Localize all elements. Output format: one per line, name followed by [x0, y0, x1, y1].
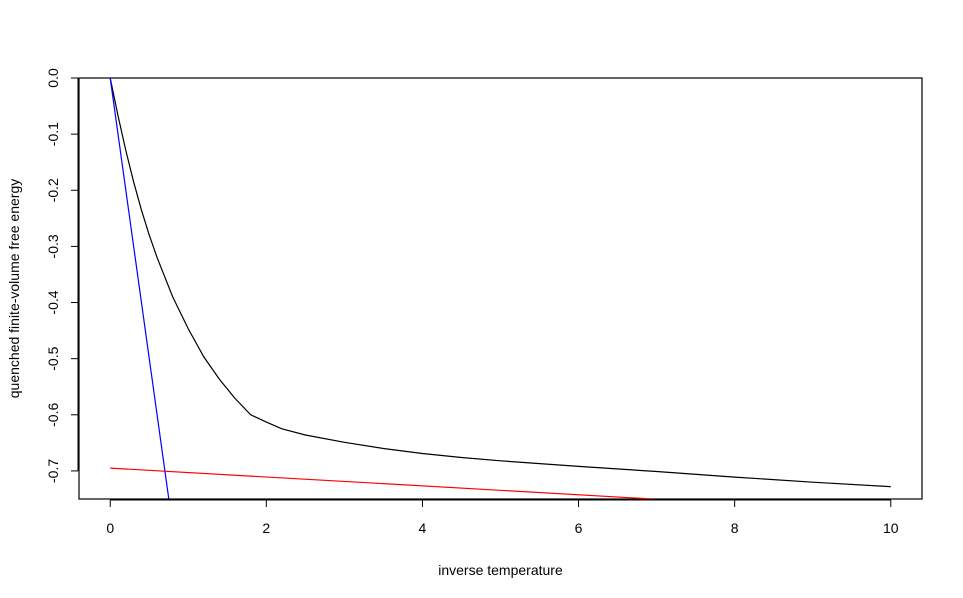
x-tick-label: 6: [575, 520, 583, 536]
x-tick-label: 8: [731, 520, 739, 536]
y-tick-label: -0.5: [45, 346, 61, 370]
x-tick-label: 10: [883, 520, 899, 536]
x-tick-label: 2: [262, 520, 270, 536]
y-tick-label: -0.6: [45, 403, 61, 427]
y-tick-label: -0.7: [45, 459, 61, 483]
x-axis-label: inverse temperature: [438, 562, 563, 578]
y-tick-label: -0.4: [45, 290, 61, 314]
y-tick-label: 0.0: [45, 68, 61, 88]
x-tick-label: 0: [106, 520, 114, 536]
plot-frame: [78, 77, 923, 500]
series-line-0: [109, 78, 891, 488]
series-line-2: [110, 467, 653, 499]
y-axis: 0.0 -0.1 -0.2 -0.3 -0.4 -0.5 -0.6 -0.7: [45, 68, 79, 483]
y-axis-label: quenched finite-volume free energy: [6, 179, 22, 398]
series-line-1: [109, 78, 170, 499]
y-tick-label: -0.1: [45, 122, 61, 146]
x-axis: 0 2 4 6 8 10: [106, 499, 899, 536]
x-tick-label: 4: [419, 520, 427, 536]
series-layer: [109, 78, 891, 499]
y-tick-label: -0.3: [45, 234, 61, 258]
y-tick-label: -0.2: [45, 178, 61, 202]
